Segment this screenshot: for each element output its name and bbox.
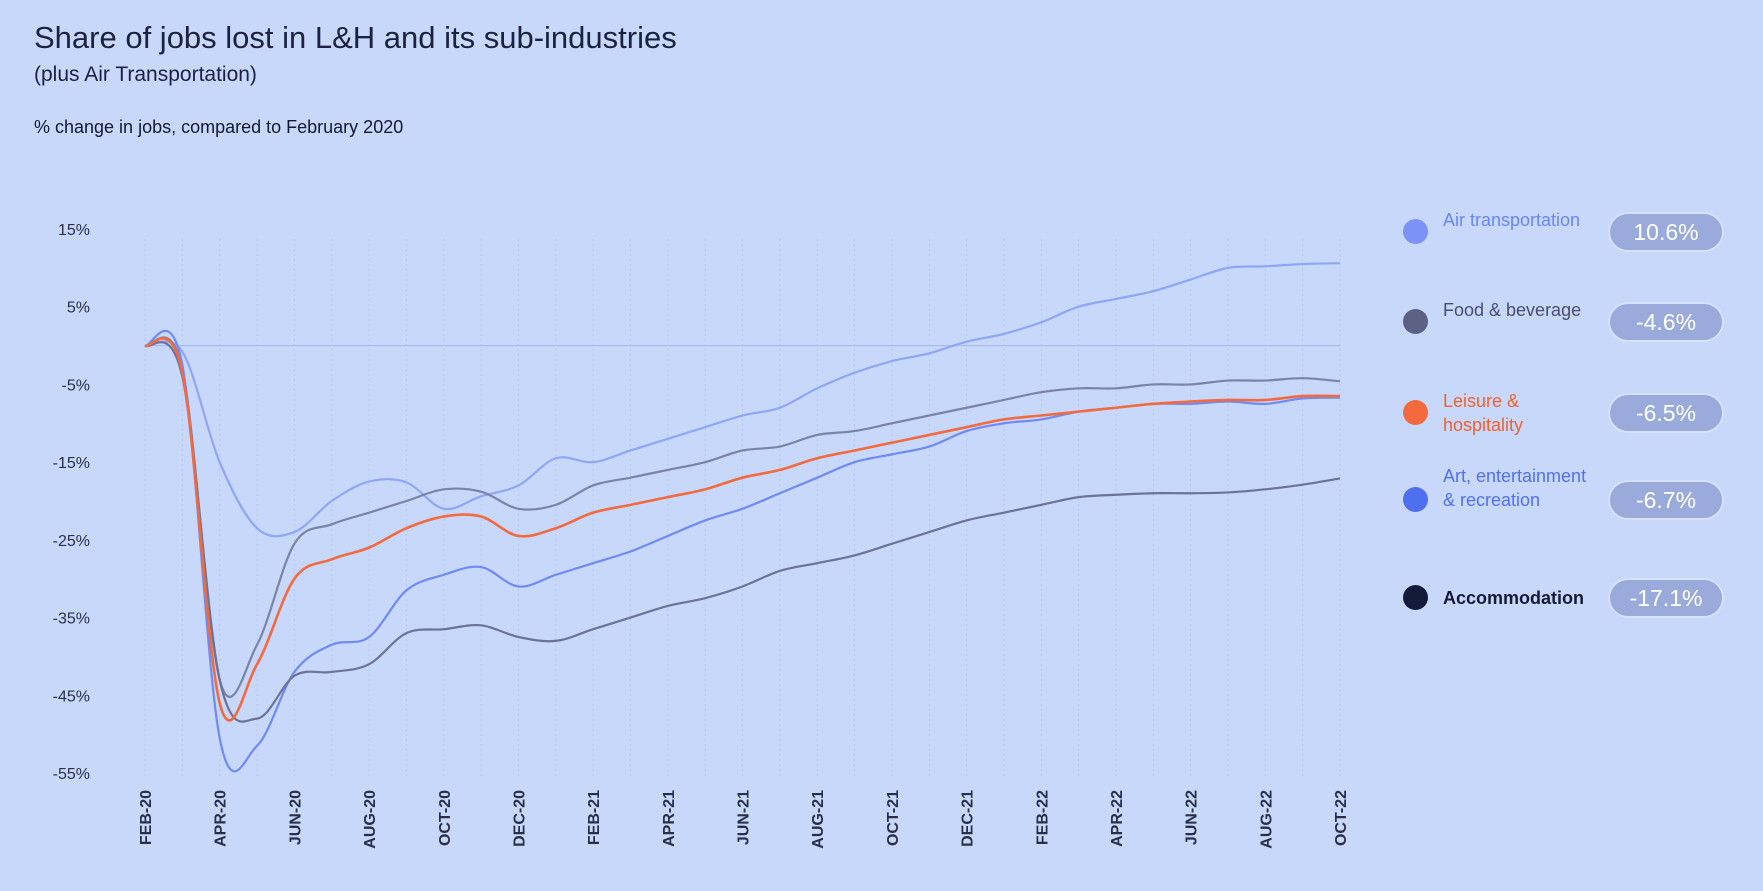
chart-subtitle: (plus Air Transportation) (34, 63, 257, 86)
x-tick-label: JUN-22 (1184, 790, 1201, 845)
x-axis-ticks: FEB-20 APR-20 JUN-20 AUG-20 OCT-20 DEC-20 FEB-… (138, 790, 1350, 849)
legend-value-badge: -6.7% (1608, 480, 1724, 520)
chart-title: Share of jobs lost in L&H and its sub-in… (34, 20, 677, 55)
x-tick-label: FEB-21 (586, 790, 603, 845)
x-tick-label: DEC-21 (960, 790, 977, 847)
y-tick-label: -35% (53, 611, 90, 628)
x-tick-label: OCT-20 (437, 790, 454, 846)
x-tick-label: AUG-21 (810, 790, 827, 849)
x-tick-label: FEB-20 (138, 790, 155, 845)
legend-swatch (1403, 219, 1428, 244)
y-tick-label: -15% (53, 455, 90, 472)
legend-label: Air transportation (1443, 210, 1581, 230)
legend-item: Art, entertainment & recreation -6.7% (1395, 460, 1735, 540)
legend-label: Accommodation (1443, 588, 1585, 608)
legend-label: Leisure & hospitality (1443, 391, 1524, 435)
y-tick-label: -25% (53, 533, 90, 550)
legend-swatch (1403, 487, 1428, 512)
legend-value-badge: 10.6% (1608, 212, 1724, 252)
legend-item: Leisure & hospitality -6.5% (1395, 373, 1735, 453)
legend-value-badge: -6.5% (1608, 393, 1724, 433)
x-tick-label: APR-20 (213, 790, 230, 847)
y-axis-ticks: 15% 5% -5% -15% -25% -35% -45% -55% (53, 222, 90, 783)
series-line (144, 341, 1341, 723)
series-line (144, 337, 1341, 722)
line-chart: 15% 5% -5% -15% -25% -35% -45% -55% FEB-20 APR-2… (53, 222, 1350, 849)
x-tick-label: APR-21 (661, 790, 678, 847)
legend-label: Art, entertainment & recreation (1443, 466, 1587, 510)
legend-item: Accommodation -17.1% (1395, 558, 1735, 638)
legend-label: Food & beverage (1443, 300, 1582, 320)
y-tick-label: 15% (58, 222, 90, 239)
series-lines (144, 262, 1341, 773)
legend-item: Air transportation 10.6% (1395, 192, 1735, 272)
y-tick-label: -55% (53, 766, 90, 783)
series-line (144, 336, 1341, 698)
x-tick-label: JUN-21 (736, 790, 753, 845)
x-tick-label: AUG-22 (1258, 790, 1275, 849)
x-tick-label: OCT-22 (1333, 790, 1350, 846)
x-tick-label: FEB-22 (1034, 790, 1051, 845)
grid-lines (144, 239, 1341, 778)
legend-swatch (1403, 585, 1428, 610)
legend-value-badge: -17.1% (1608, 578, 1724, 618)
x-tick-label: JUN-20 (287, 790, 304, 845)
legend-item: Food & beverage -4.6% (1395, 282, 1735, 362)
y-tick-label: -5% (62, 377, 90, 394)
x-tick-label: OCT-21 (885, 790, 902, 846)
y-tick-label: -45% (53, 688, 90, 705)
legend-swatch (1403, 400, 1428, 425)
series-line (144, 262, 1341, 538)
y-axis-label: % change in jobs, compared to February 2… (34, 117, 404, 137)
x-tick-label: AUG-20 (362, 790, 379, 849)
x-tick-label: DEC-20 (511, 790, 528, 847)
legend-value-badge: -4.6% (1608, 302, 1724, 342)
y-tick-label: 5% (67, 300, 90, 317)
legend-swatch (1403, 309, 1428, 334)
x-tick-label: APR-22 (1109, 790, 1126, 847)
